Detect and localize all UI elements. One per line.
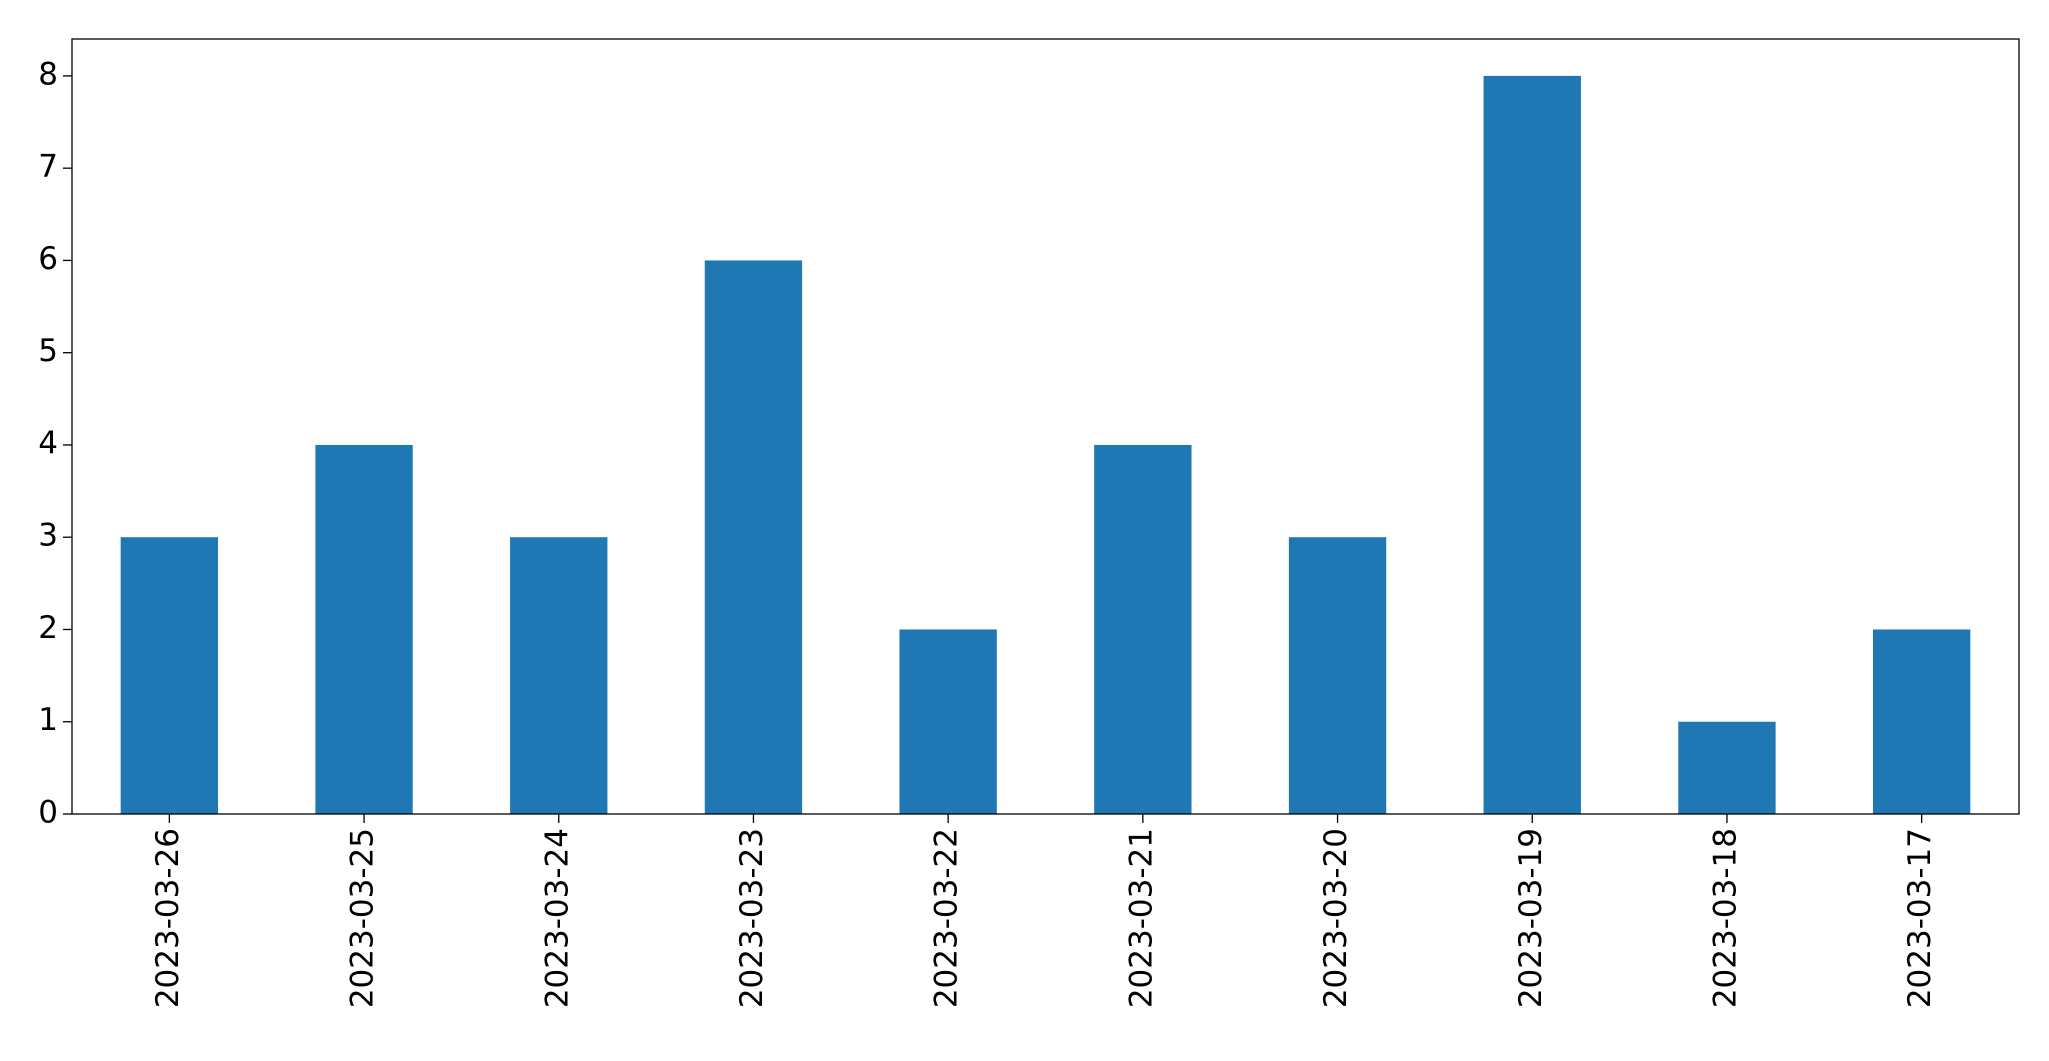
- plot-frame: [71, 38, 2020, 815]
- y-tick-label: 4: [38, 425, 58, 461]
- x-tick-label: 2023-03-21: [1123, 828, 1159, 1008]
- x-tick-label: 2023-03-17: [1902, 828, 1938, 1008]
- bar: [315, 444, 413, 814]
- bar: [899, 629, 997, 814]
- y-tick-label: 7: [38, 149, 58, 185]
- y-tick-label: 6: [38, 241, 58, 277]
- bar: [1288, 537, 1387, 814]
- x-tick-label: 2023-03-26: [150, 828, 186, 1008]
- bar: [704, 260, 803, 814]
- x-tick-label: 2023-03-20: [1318, 828, 1354, 1008]
- y-tick-label: 5: [38, 333, 58, 369]
- y-tick-label: 0: [38, 795, 58, 831]
- y-tick-label: 8: [38, 56, 58, 92]
- x-tick-label: 2023-03-22: [929, 828, 965, 1008]
- bar: [1483, 75, 1581, 814]
- bar: [1094, 444, 1192, 814]
- y-tick-label: 3: [38, 518, 58, 554]
- x-tick-label: 2023-03-23: [734, 828, 770, 1008]
- x-tick-label: 2023-03-18: [1707, 828, 1743, 1008]
- bar: [1678, 721, 1776, 814]
- bar: [510, 537, 608, 814]
- bar: [1872, 629, 1971, 814]
- y-tick-label: 1: [38, 702, 58, 738]
- x-tick-label: 2023-03-24: [539, 828, 575, 1008]
- x-tick-label: 2023-03-25: [345, 828, 381, 1008]
- bar: [120, 537, 219, 814]
- y-tick-label: 2: [38, 610, 58, 646]
- x-tick-label: 2023-03-19: [1513, 828, 1549, 1008]
